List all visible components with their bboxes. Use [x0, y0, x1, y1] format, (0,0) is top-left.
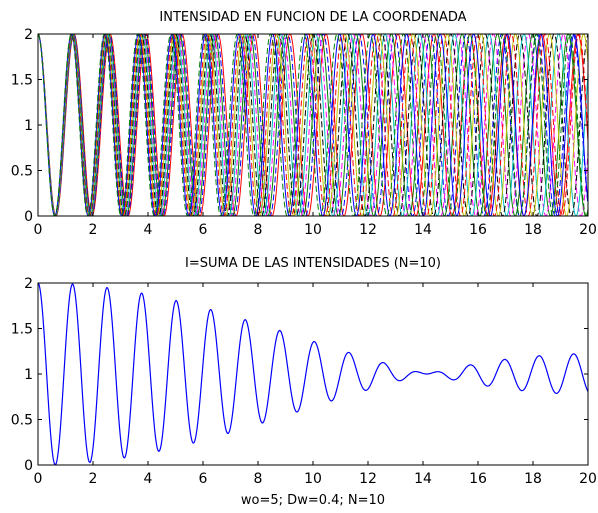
top-plot-ytick-label: 0.5	[11, 164, 33, 180]
bottom-plot-xtick-label: 18	[524, 471, 542, 487]
top-plot-series-line-1	[38, 34, 588, 216]
top-plot-ytick-label: 1.5	[11, 73, 33, 89]
bottom-plot: I=SUMA DE LAS INTENSIDADES (N=10) 0 2 4 6 8 1…	[11, 256, 597, 508]
top-plot-xtick-label: 14	[414, 222, 432, 238]
bottom-plot-xtick-label: 14	[414, 471, 432, 487]
bottom-plot-ytick-label: 0.5	[11, 413, 33, 429]
top-plot-xtick-label: 12	[359, 222, 377, 238]
bottom-plot-xtick-label: 8	[254, 471, 263, 487]
top-plot-series-line-10	[38, 34, 588, 216]
bottom-plot-xtick-label: 2	[89, 471, 98, 487]
bottom-plot-sum-line	[38, 283, 588, 465]
top-plot-xtick-label: 10	[304, 222, 322, 238]
top-plot-title: INTENSIDAD EN FUNCION DE LA COORDENADA	[159, 10, 466, 25]
bottom-plot-series-group	[38, 283, 588, 465]
bottom-plot-xtick-label: 4	[144, 471, 153, 487]
top-plot-ytick-label: 2	[24, 27, 33, 43]
top-plot-xtick-label: 2	[89, 222, 98, 238]
top-plot-ytick-label: 0	[24, 209, 33, 225]
bottom-plot-ytick-label: 1	[24, 367, 33, 383]
bottom-plot-xlabel: wo=5; Dw=0.4; N=10	[241, 493, 385, 508]
bottom-plot-xtick-label: 16	[469, 471, 487, 487]
bottom-plot-ticks: 0 2 4 6 8 10 12 14 16 18 20 0 0.5 1 1.5 2	[11, 276, 597, 487]
top-plot-series-group	[38, 34, 588, 216]
bottom-plot-xtick-label: 12	[359, 471, 377, 487]
bottom-plot-title: I=SUMA DE LAS INTENSIDADES (N=10)	[185, 256, 441, 271]
top-plot-xtick-label: 20	[579, 222, 597, 238]
top-plot-ytick-label: 1	[24, 118, 33, 134]
bottom-plot-ytick-label: 2	[24, 276, 33, 292]
top-plot-ticks: 0 2 4 6 8 10 12 14 16 18 20 0 0.5 1 1.5 2	[11, 27, 597, 238]
top-plot: INTENSIDAD EN FUNCION DE LA COORDENADA 0…	[11, 10, 597, 238]
top-plot-series-line-8	[38, 34, 588, 216]
bottom-plot-ytick-label: 1.5	[11, 322, 33, 338]
bottom-plot-xtick-label: 20	[579, 471, 597, 487]
bottom-plot-xtick-label: 6	[199, 471, 208, 487]
top-plot-xtick-label: 6	[199, 222, 208, 238]
top-plot-series-line-9	[38, 34, 588, 216]
top-plot-xtick-label: 4	[144, 222, 153, 238]
top-plot-xtick-label: 0	[34, 222, 43, 238]
bottom-plot-xtick-label: 0	[34, 471, 43, 487]
top-plot-xtick-label: 18	[524, 222, 542, 238]
top-plot-xtick-label: 8	[254, 222, 263, 238]
top-plot-xtick-label: 16	[469, 222, 487, 238]
top-plot-series-line-2	[38, 34, 588, 216]
bottom-plot-xtick-label: 10	[304, 471, 322, 487]
bottom-plot-ytick-label: 0	[24, 458, 33, 474]
